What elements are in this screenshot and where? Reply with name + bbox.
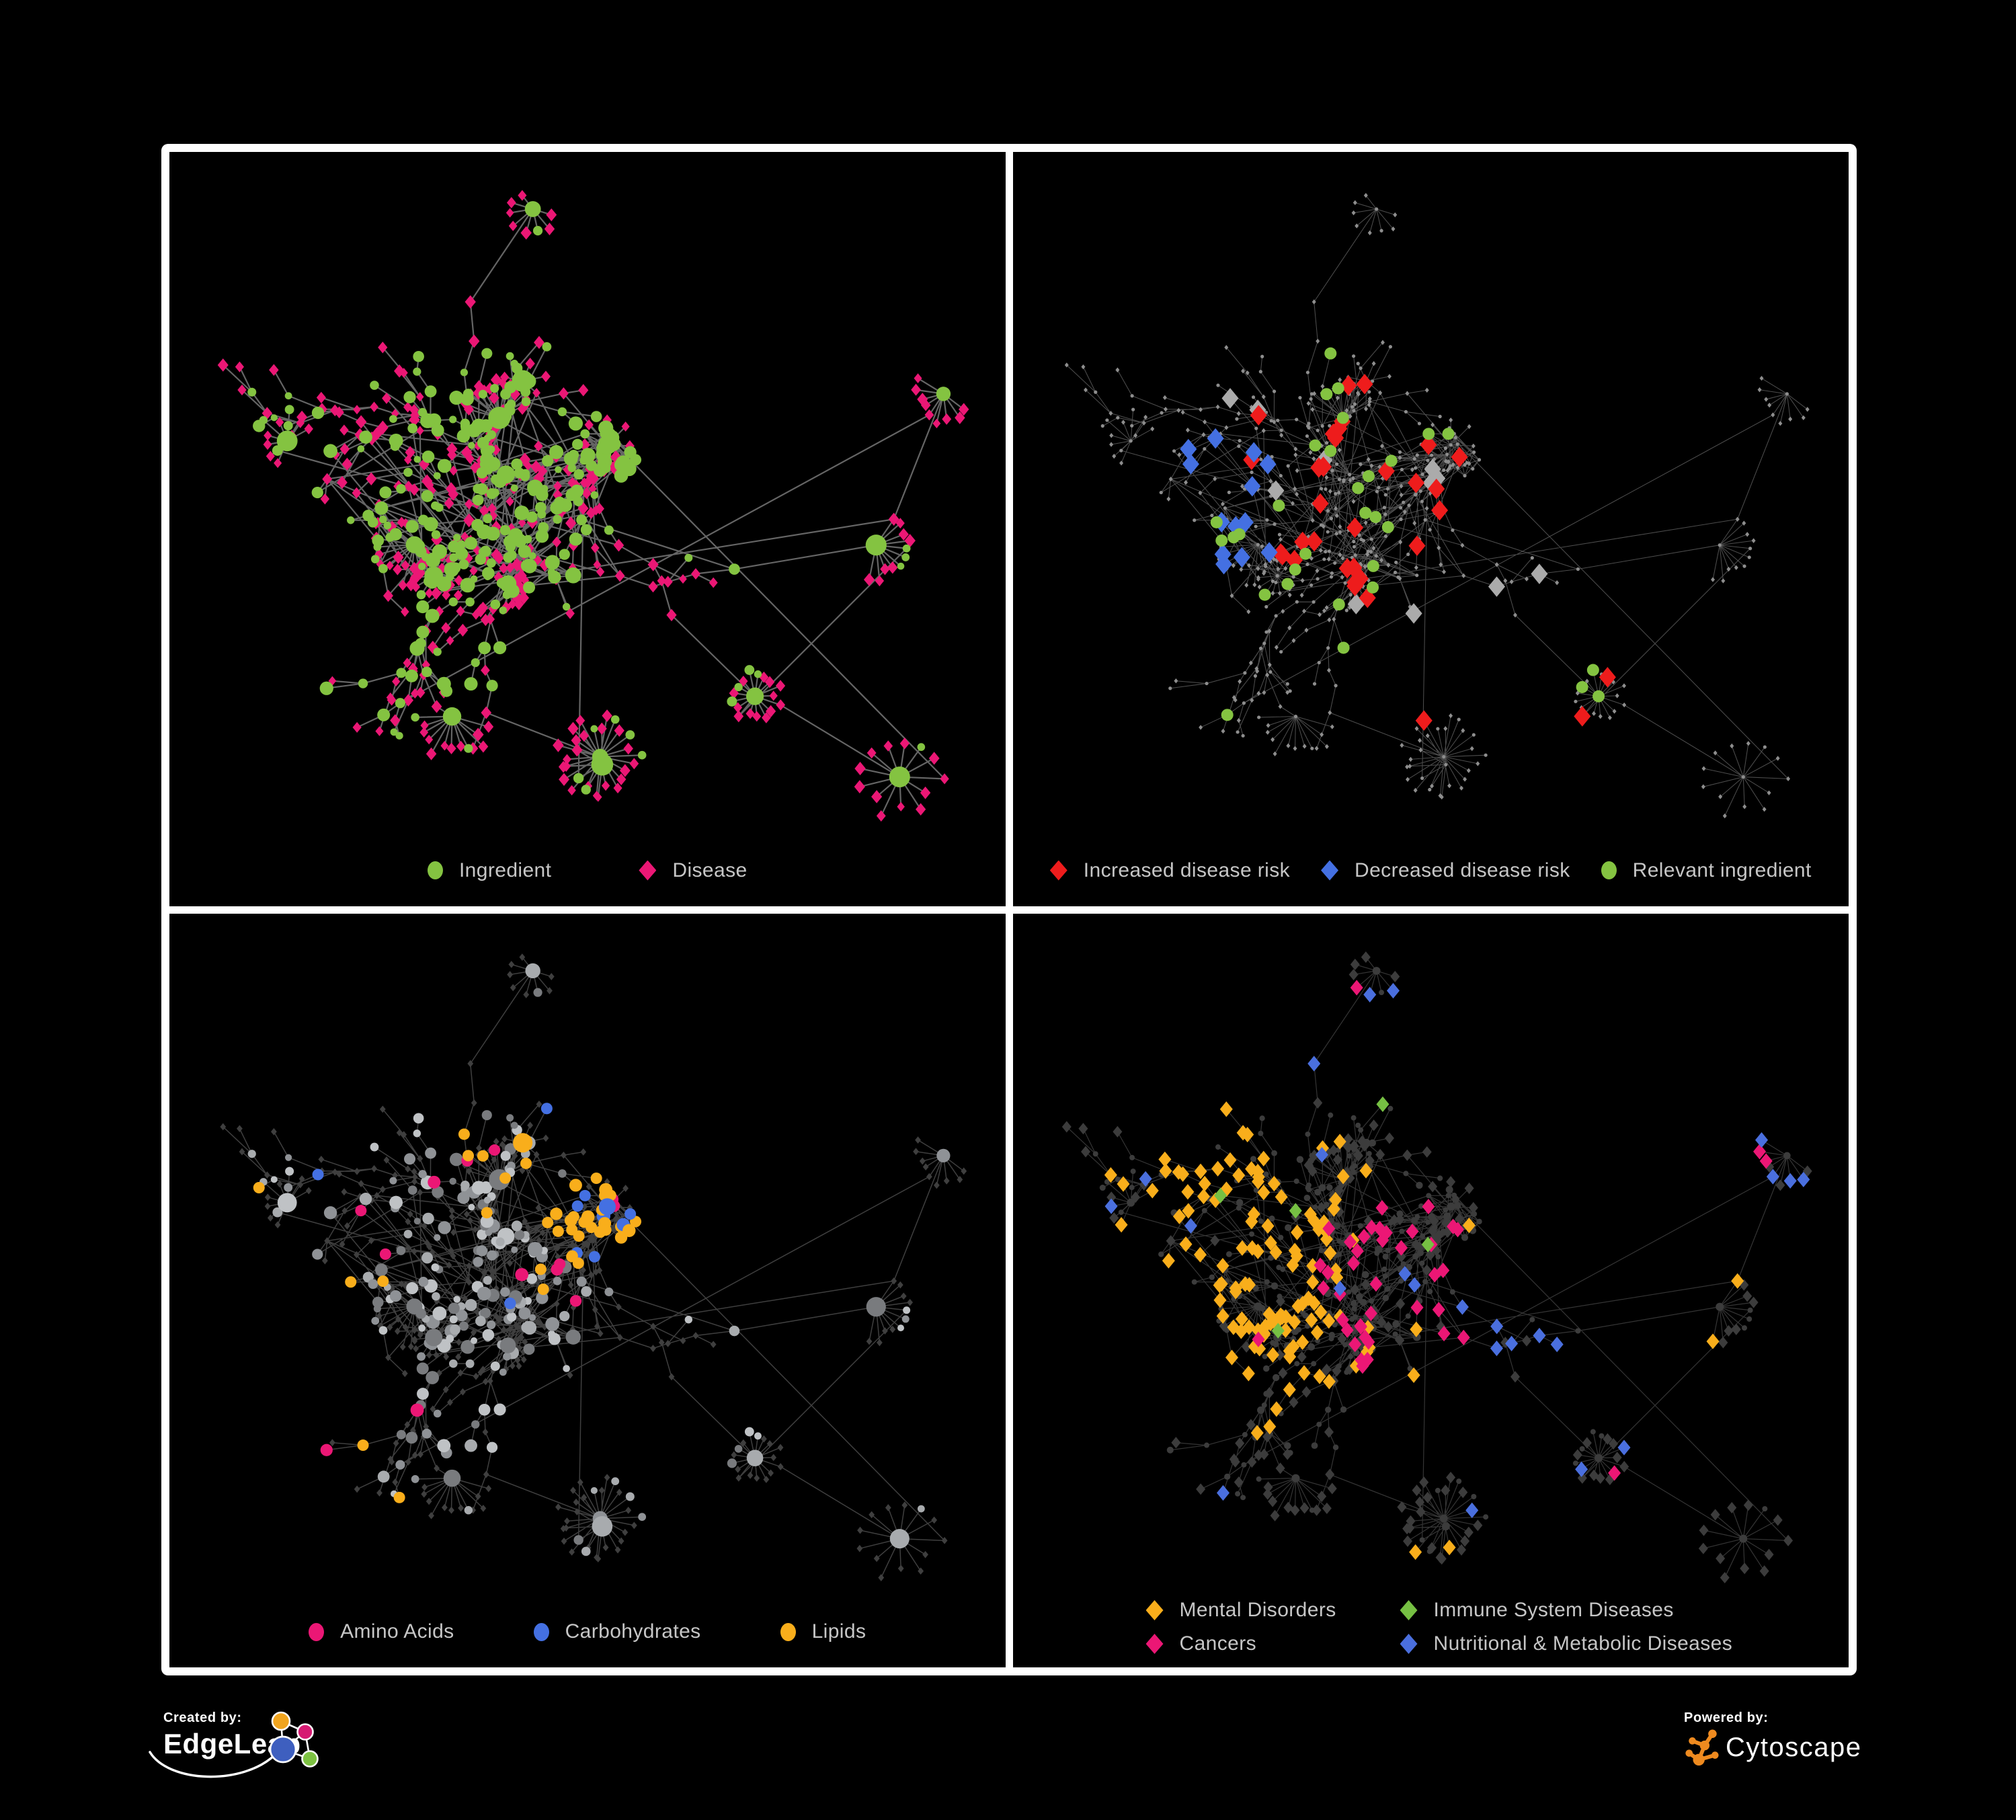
network-canvas-disease-risk[interactable] [1013, 152, 1849, 906]
panel-nutrient-classes: Amino Acids Carbohydrates Lipids [169, 913, 1006, 1668]
panel-grid: Ingredient Disease Increased disease ris… [161, 144, 1857, 1675]
legend-disease-risk: Increased disease risk Decreased disease… [1013, 859, 1849, 882]
edgeleap-logo-icon [149, 1711, 319, 1778]
legend-label: Disease [672, 859, 748, 881]
legend-label: Increased disease risk [1083, 859, 1291, 881]
panel-disease-categories: Mental Disorders Immune System Diseases … [1012, 913, 1849, 1668]
legend-item: Nutritional & Metabolic Diseases [1400, 1632, 1733, 1655]
legend-label: Amino Acids [340, 1620, 454, 1643]
network-canvas-nutrient-classes[interactable] [169, 914, 1006, 1668]
edgeleap-credit: Created by: EdgeLeap [149, 1710, 338, 1798]
legend-item: Lipids [780, 1620, 866, 1643]
legend-item: Cancers [1145, 1632, 1400, 1655]
metabolic-diseases-marker-icon [1400, 1634, 1418, 1654]
ingredient-marker-icon [427, 861, 443, 879]
legend-label: Decreased disease risk [1355, 859, 1570, 881]
powered-by-label: Powered by: [1684, 1710, 1769, 1725]
panel-disease-risk: Increased disease risk Decreased disease… [1012, 152, 1849, 906]
legend-label: Relevant ingredient [1632, 859, 1812, 881]
cytoscape-credit: Powered by: Cytoscape [1684, 1710, 1899, 1784]
legend-item: Carbohydrates [533, 1620, 701, 1643]
cancers-marker-icon [1145, 1634, 1164, 1654]
panel-ingredient-disease: Ingredient Disease [169, 152, 1006, 906]
legend-label: Immune System Diseases [1433, 1599, 1674, 1621]
legend-disease-categories: Mental Disorders Immune System Diseases … [1145, 1599, 1733, 1655]
legend-label: Carbohydrates [565, 1620, 701, 1643]
increased-risk-marker-icon [1049, 860, 1067, 881]
legend-item: Immune System Diseases [1400, 1599, 1733, 1622]
legend-item: Disease [639, 859, 747, 882]
legend-item: Increased disease risk [1049, 859, 1291, 882]
network-canvas-disease-categories[interactable] [1013, 914, 1849, 1668]
created-by-label: Created by: [163, 1710, 242, 1725]
legend-label: Ingredient [458, 859, 552, 881]
legend-label: Cancers [1179, 1632, 1257, 1655]
disease-marker-icon [639, 860, 657, 881]
legend-item: Decreased disease risk [1321, 859, 1570, 882]
decreased-risk-marker-icon [1321, 860, 1339, 881]
legend-label: Lipids [811, 1620, 866, 1643]
lipids-marker-icon [780, 1622, 796, 1641]
network-canvas-ingredient-disease[interactable] [169, 152, 1006, 906]
legend-item: Mental Disorders [1145, 1599, 1400, 1622]
legend-item: Ingredient [427, 859, 552, 882]
legend-ingredient-disease: Ingredient Disease [169, 859, 1006, 882]
immune-system-diseases-marker-icon [1400, 1600, 1418, 1620]
legend-label: Nutritional & Metabolic Diseases [1433, 1632, 1733, 1655]
mental-disorders-marker-icon [1145, 1600, 1164, 1620]
legend-item: Amino Acids [309, 1620, 454, 1643]
legend-label: Mental Disorders [1179, 1599, 1336, 1621]
amino-acids-marker-icon [309, 1622, 325, 1641]
legend-item: Relevant ingredient [1601, 859, 1812, 882]
cytoscape-wordmark: Cytoscape [1726, 1732, 1862, 1762]
cytoscape-logo-icon [1685, 1729, 1719, 1766]
carbohydrates-marker-icon [533, 1622, 549, 1641]
legend-nutrient-classes: Amino Acids Carbohydrates Lipids [169, 1620, 1006, 1643]
relevant-ingredient-marker-icon [1601, 861, 1617, 879]
